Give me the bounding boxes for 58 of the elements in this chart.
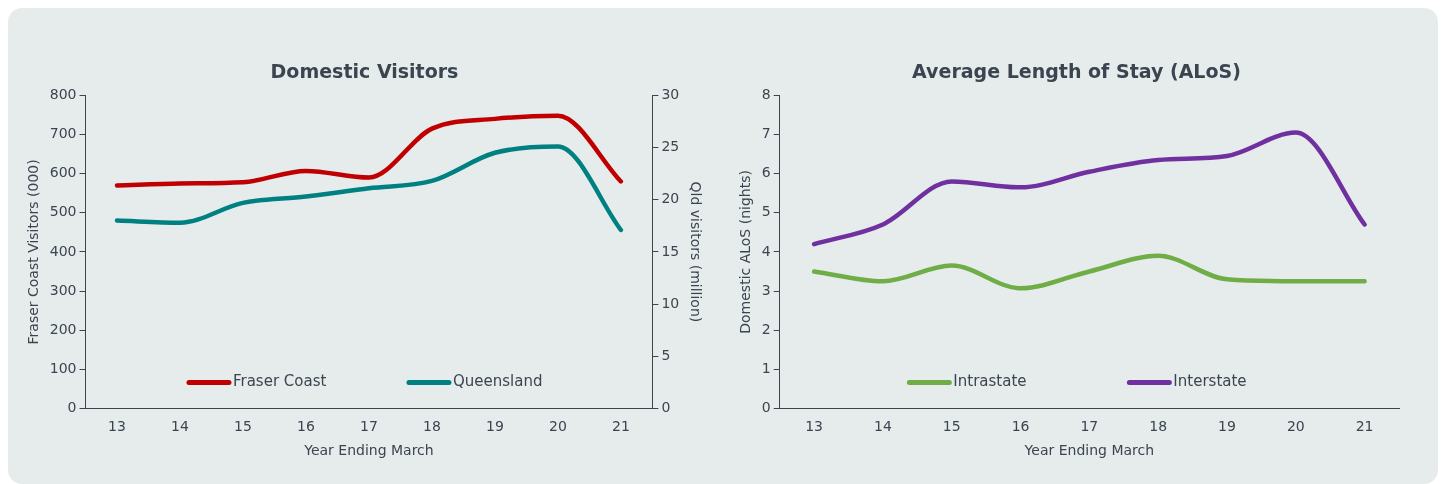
y2-tick-label: 0 (661, 399, 671, 416)
line-series (114, 144, 624, 233)
y-tick-label: 7 (761, 125, 771, 142)
y-tick-label: 100 (49, 359, 77, 376)
y-tick-label: 8 (761, 86, 771, 103)
y-tick-label: 700 (49, 125, 77, 142)
x-tick-label: 17 (360, 418, 378, 435)
chart-title: Domestic Visitors (269, 60, 460, 82)
line-series (811, 130, 1367, 247)
y2-tick-label: 25 (661, 138, 680, 155)
x-tick-label: 13 (108, 418, 126, 435)
legend-label: Queensland (452, 372, 543, 391)
y2-tick-label: 30 (661, 86, 680, 103)
x-tick-label: 18 (423, 418, 441, 435)
y-tick-label: 5 (761, 203, 771, 220)
y-tick-label: 6 (761, 164, 771, 181)
x-tick-label: 21 (611, 418, 630, 435)
y-tick-label: 4 (761, 242, 771, 259)
x-tick-label: 16 (297, 418, 315, 435)
line-series (811, 253, 1367, 291)
y2-tick-label: 5 (661, 346, 671, 363)
x-tick-label: 14 (171, 418, 189, 435)
x-tick-label: 17 (1080, 418, 1099, 435)
y-tick-label: 0 (761, 399, 771, 416)
y-tick-label: 600 (49, 164, 77, 181)
legend-label: Fraser Coast (232, 372, 327, 391)
y-tick-label: 3 (761, 281, 771, 298)
line-series (114, 113, 624, 188)
y-axis-title: Domestic ALoS (nights) (737, 170, 754, 334)
y2-tick-label: 20 (661, 190, 680, 207)
x-axis-title: Year Ending March (303, 442, 434, 459)
y2-axis-title: Qld visitors (million) (687, 181, 704, 323)
x-tick-label: 19 (1218, 418, 1236, 435)
y-tick-label: 800 (49, 86, 77, 103)
y-tick-label: 500 (49, 203, 77, 220)
y-tick-label: 300 (49, 281, 77, 298)
y-tick-label: 2 (761, 320, 771, 337)
legend-label: Interstate (1173, 372, 1247, 391)
y-axis-title: Fraser Coast Visitors (000) (25, 159, 42, 345)
x-tick-label: 18 (1149, 418, 1168, 435)
x-axis-title: Year Ending March (1023, 442, 1155, 459)
y2-tick-label: 10 (661, 294, 680, 311)
x-tick-label: 15 (234, 418, 252, 435)
x-tick-label: 14 (874, 418, 892, 435)
chart-title: Average Length of Stay (ALoS) (911, 60, 1242, 82)
x-tick-label: 13 (805, 418, 824, 435)
legend-label: Intrastate (953, 372, 1027, 391)
y-tick-label: 200 (49, 320, 77, 337)
x-tick-label: 15 (942, 418, 961, 435)
y-tick-label: 0 (67, 399, 77, 416)
x-tick-label: 21 (1355, 418, 1374, 435)
x-tick-label: 20 (1286, 418, 1305, 435)
x-tick-label: 20 (548, 418, 567, 435)
y-tick-label: 400 (49, 242, 77, 259)
x-tick-label: 16 (1011, 418, 1030, 435)
y2-tick-label: 15 (661, 242, 680, 259)
y-tick-label: 1 (761, 359, 771, 376)
x-tick-label: 19 (486, 418, 504, 435)
